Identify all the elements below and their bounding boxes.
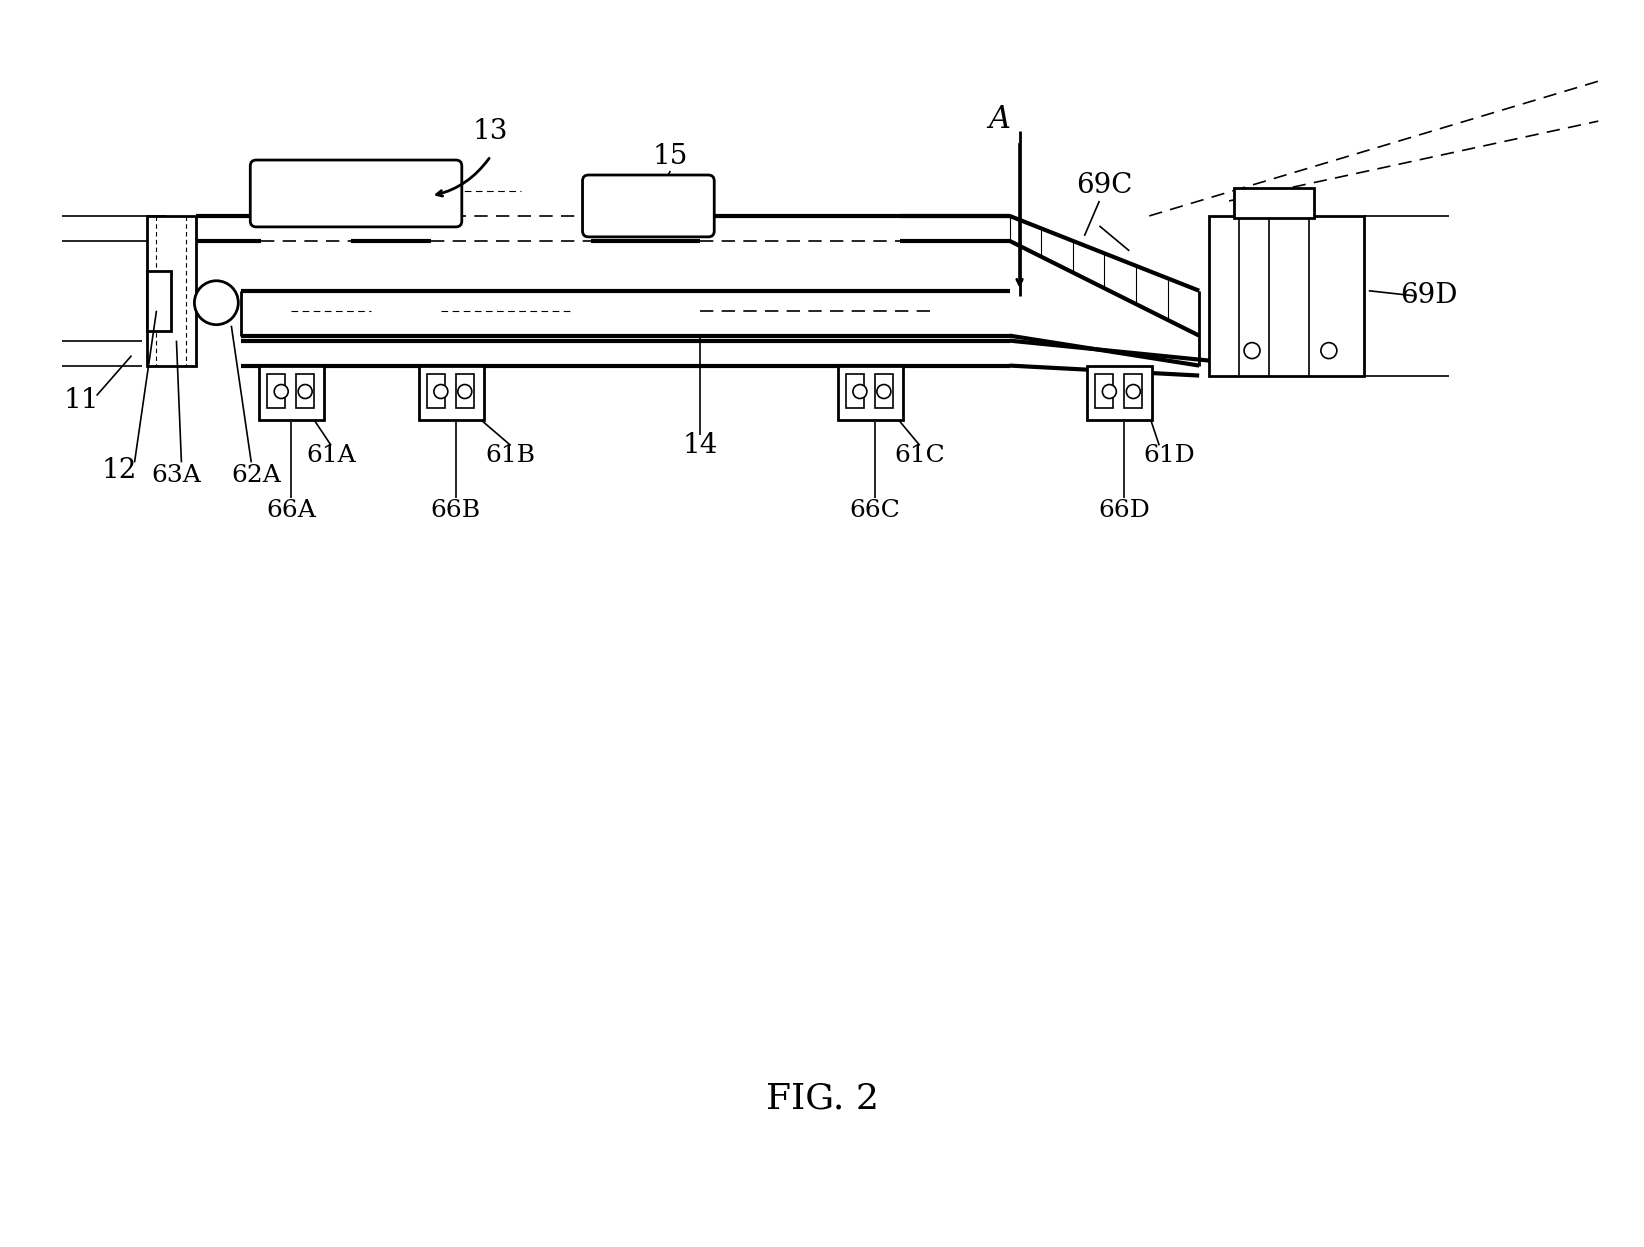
Text: 66C: 66C — [850, 499, 901, 521]
Circle shape — [275, 384, 288, 399]
Bar — [1208, 216, 1365, 375]
Text: 66B: 66B — [431, 499, 482, 521]
Text: 62A: 62A — [232, 464, 281, 486]
Text: 15: 15 — [653, 142, 689, 170]
Bar — [419, 365, 483, 420]
Text: 69D: 69D — [1401, 282, 1457, 309]
Text: 61C: 61C — [894, 444, 945, 466]
Text: FIG. 2: FIG. 2 — [766, 1082, 878, 1116]
Text: 61B: 61B — [485, 444, 536, 466]
Circle shape — [1245, 343, 1259, 359]
Text: 11: 11 — [64, 387, 99, 414]
Circle shape — [1126, 384, 1141, 399]
Circle shape — [1320, 343, 1337, 359]
Circle shape — [194, 281, 238, 324]
Text: 14: 14 — [682, 431, 718, 459]
FancyBboxPatch shape — [582, 175, 713, 237]
Text: 61D: 61D — [1143, 444, 1195, 466]
Text: 63A: 63A — [151, 464, 201, 486]
Text: 66D: 66D — [1098, 499, 1151, 521]
Bar — [268, 374, 284, 409]
Bar — [146, 271, 171, 330]
Text: 13: 13 — [473, 117, 508, 145]
Text: 12: 12 — [102, 456, 136, 484]
Circle shape — [1103, 384, 1116, 399]
Bar — [427, 374, 446, 409]
Bar — [847, 374, 863, 409]
Bar — [260, 365, 324, 420]
Text: 61A: 61A — [306, 444, 357, 466]
Bar — [875, 374, 893, 409]
Bar — [1124, 374, 1143, 409]
FancyBboxPatch shape — [250, 160, 462, 227]
Text: 69C: 69C — [1077, 172, 1133, 200]
Bar — [1235, 188, 1314, 218]
Circle shape — [457, 384, 472, 399]
Circle shape — [853, 384, 866, 399]
Bar — [1087, 365, 1152, 420]
Bar — [146, 216, 196, 365]
Bar — [455, 374, 473, 409]
Circle shape — [434, 384, 447, 399]
Circle shape — [298, 384, 312, 399]
Text: A: A — [988, 104, 1011, 135]
Bar — [296, 374, 314, 409]
Bar — [838, 365, 903, 420]
Text: 66A: 66A — [266, 499, 316, 521]
Bar — [1095, 374, 1113, 409]
Circle shape — [876, 384, 891, 399]
